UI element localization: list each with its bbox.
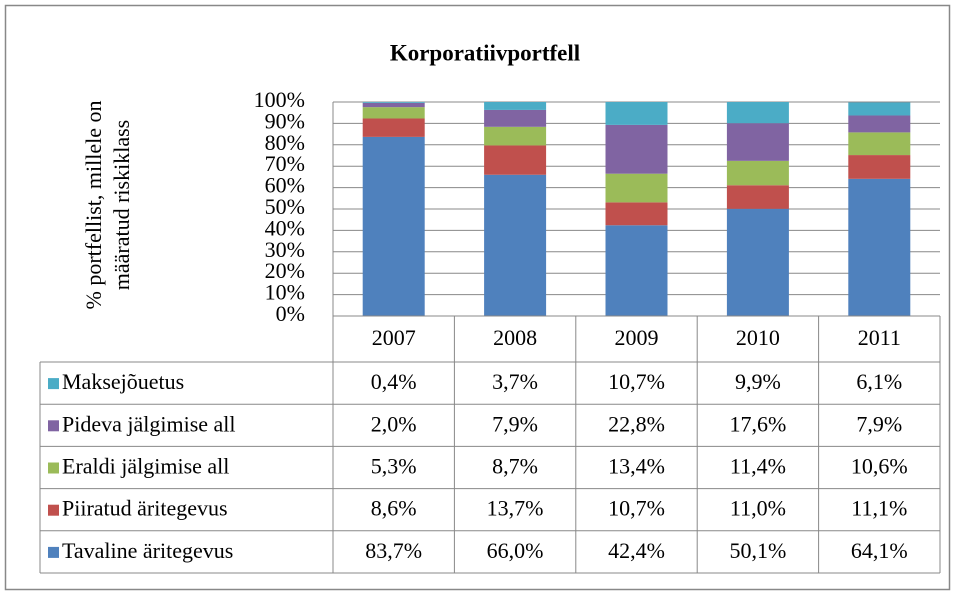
bar-segment bbox=[726, 160, 789, 186]
y-tick-label: 10% bbox=[265, 280, 305, 305]
table-value: 6,1% bbox=[856, 369, 902, 394]
legend-key bbox=[48, 462, 59, 474]
legend-label: Piiratud äritegevus bbox=[62, 496, 228, 521]
table-value: 10,6% bbox=[851, 454, 908, 479]
table-value: 64,1% bbox=[851, 538, 908, 563]
table-value: 9,9% bbox=[735, 369, 781, 394]
y-axis-label: % portfellist, millele on määratud riski… bbox=[81, 101, 134, 310]
bar-segment bbox=[605, 225, 668, 316]
bar-segment bbox=[848, 178, 911, 316]
x-tick-label: 2007 bbox=[372, 325, 416, 350]
bar-segment bbox=[484, 145, 547, 175]
y-label-line: % portfellist, millele on bbox=[81, 101, 106, 310]
bar-segment bbox=[362, 107, 425, 119]
table-value: 10,7% bbox=[608, 496, 665, 521]
y-tick-label: 40% bbox=[265, 215, 305, 240]
chart-frame bbox=[4, 4, 951, 591]
bar-segment bbox=[726, 185, 789, 209]
y-tick-label: 80% bbox=[265, 130, 305, 155]
table-value: 8,7% bbox=[492, 454, 538, 479]
chart-title: Korporatiivportfell bbox=[390, 40, 580, 65]
table-value: 2,0% bbox=[371, 411, 417, 436]
bar-segment bbox=[362, 102, 425, 108]
table-value: 42,4% bbox=[608, 538, 665, 563]
table-value: 17,6% bbox=[729, 411, 786, 436]
legend-label: Eraldi jälgimise all bbox=[62, 454, 229, 479]
table-value: 3,7% bbox=[492, 369, 538, 394]
legend-key bbox=[48, 504, 59, 516]
bar-segment bbox=[726, 123, 789, 161]
y-tick-label: 100% bbox=[254, 87, 305, 112]
table-value: 8,6% bbox=[371, 496, 417, 521]
bar-segment bbox=[484, 126, 547, 146]
bar-segment bbox=[362, 102, 425, 103]
y-label-line: määratud riskiklass bbox=[109, 120, 134, 290]
bar-segment bbox=[726, 208, 789, 316]
bar-segment bbox=[848, 115, 911, 133]
x-tick-label: 2008 bbox=[493, 325, 537, 350]
legend-key bbox=[48, 378, 59, 390]
x-tick-label: 2009 bbox=[615, 325, 659, 350]
table-value: 11,1% bbox=[851, 496, 907, 521]
y-tick-label: 0% bbox=[276, 301, 305, 326]
y-tick-label: 20% bbox=[265, 258, 305, 283]
table-value: 66,0% bbox=[487, 538, 544, 563]
y-tick-label: 50% bbox=[265, 194, 305, 219]
table-value: 22,8% bbox=[608, 411, 665, 436]
bar-segment bbox=[484, 174, 547, 316]
table-value: 5,3% bbox=[371, 454, 417, 479]
x-tick-label: 2010 bbox=[736, 325, 780, 350]
bar-segment bbox=[605, 102, 668, 125]
y-tick-label: 30% bbox=[265, 237, 305, 262]
bar-segment bbox=[848, 132, 911, 156]
bar-segment bbox=[362, 118, 425, 137]
bar-segment bbox=[605, 124, 668, 174]
table-value: 13,7% bbox=[487, 496, 544, 521]
y-tick-label: 70% bbox=[265, 151, 305, 176]
table-value: 0,4% bbox=[371, 369, 417, 394]
bar-segment bbox=[726, 102, 789, 124]
legend-label: Pideva jälgimise all bbox=[62, 411, 236, 436]
table-value: 10,7% bbox=[608, 369, 665, 394]
y-tick-label: 90% bbox=[265, 108, 305, 133]
legend-key bbox=[48, 546, 59, 558]
table-value: 13,4% bbox=[608, 454, 665, 479]
bar-segment bbox=[484, 102, 547, 110]
legend-key bbox=[48, 420, 59, 432]
bar-segment bbox=[362, 136, 425, 316]
table-value: 11,4% bbox=[730, 454, 786, 479]
bar-segment bbox=[848, 155, 911, 179]
bar-segment bbox=[848, 102, 911, 116]
table-value: 7,9% bbox=[856, 411, 902, 436]
table-value: 7,9% bbox=[492, 411, 538, 436]
legend-label: Maksejõuetus bbox=[62, 369, 184, 394]
table-value: 50,1% bbox=[729, 538, 786, 563]
x-tick-label: 2011 bbox=[858, 325, 901, 350]
table-value: 83,7% bbox=[365, 538, 422, 563]
legend-label: Tavaline äritegevus bbox=[62, 538, 233, 563]
bar-segment bbox=[605, 173, 668, 203]
y-tick-label: 60% bbox=[265, 173, 305, 198]
table-value: 11,0% bbox=[730, 496, 786, 521]
bar-segment bbox=[484, 109, 547, 127]
bar-segment bbox=[605, 202, 668, 226]
